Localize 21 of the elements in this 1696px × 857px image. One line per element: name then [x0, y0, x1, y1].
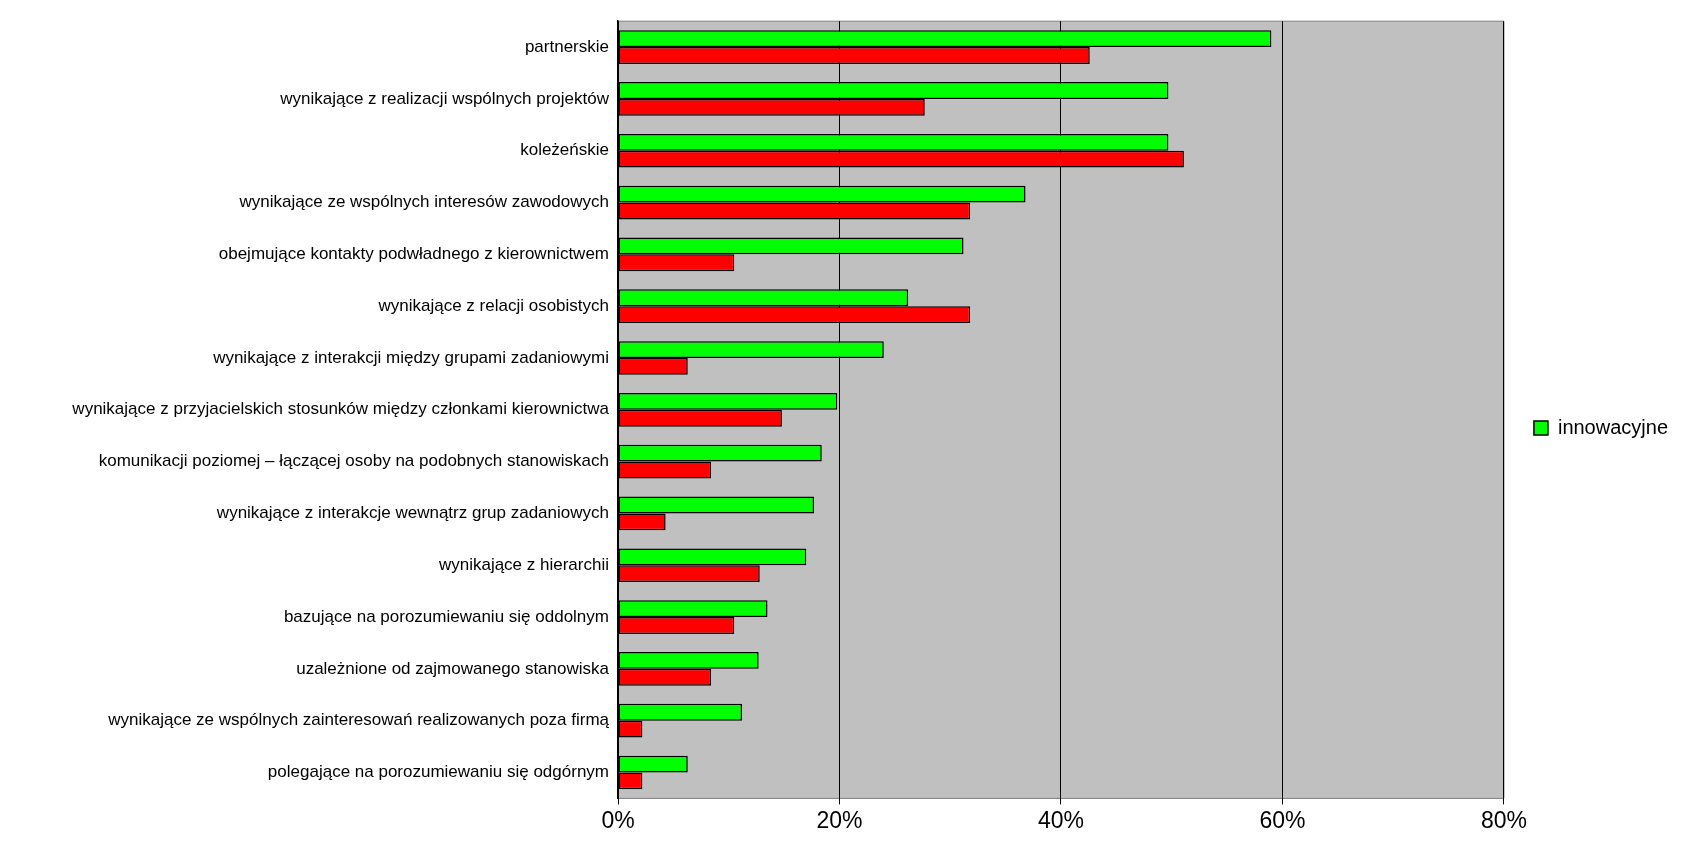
y-tick-label: wynikające z przyjacielskich stosunków między członkami kierownictwa — [71, 399, 610, 419]
x-tick-label: 20% — [816, 806, 863, 833]
y-tick-label: wynikające z hierarchii — [437, 554, 609, 574]
y-tick-label: uzależnione od zajmowanego stanowiska — [296, 658, 610, 678]
y-tick-label: polegające na porozumiewaniu się odgórnym — [267, 762, 609, 782]
x-tick-label: 0% — [601, 806, 635, 833]
y-tick-label: partnerskie — [524, 36, 609, 56]
x-tick-label: 80% — [1480, 806, 1527, 833]
legend-label: innowacyjne — [1557, 415, 1669, 438]
y-tick-label: wynikające z interakcje wewnątrz grup zadaniowych — [215, 503, 609, 523]
y-tick-label: wynikające z interakcji między grupami zadaniowymi — [212, 347, 609, 367]
y-tick-label: wynikające ze wspólnych interesów zawodowych — [238, 192, 609, 212]
y-tick-label: wynikające z relacji osobistych — [377, 295, 609, 315]
y-tick-label: komunikacji poziomej – łączącej osoby na podobnych stanowiskach — [98, 451, 609, 471]
y-tick-label: koleżeńskie — [520, 140, 609, 160]
y-tick-label: wynikające ze wspólnych zainteresowań realizowanych poza firmą — [107, 710, 610, 730]
y-tick-label: obejmujące kontakty podwładnego z kierownictwem — [218, 244, 609, 264]
y-tick-label: bazujące na porozumiewaniu się oddolnym — [283, 606, 609, 626]
x-tick-label: 60% — [1259, 806, 1306, 833]
x-tick-label: 40% — [1037, 806, 1084, 833]
y-tick-label: wynikające z realizacji wspólnych projektów — [279, 88, 610, 108]
